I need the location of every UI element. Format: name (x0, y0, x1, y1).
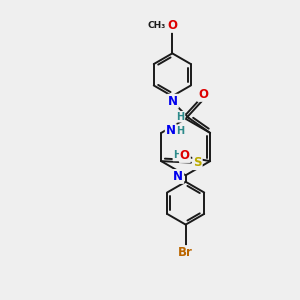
Text: O: O (198, 88, 208, 101)
Text: H: H (173, 151, 181, 160)
Text: H: H (176, 112, 184, 122)
Text: H: H (176, 125, 184, 136)
Text: CH₃: CH₃ (148, 21, 166, 30)
Text: N: N (166, 124, 176, 137)
Text: N: N (173, 170, 183, 183)
Text: N: N (168, 95, 178, 108)
Text: Br: Br (178, 246, 193, 259)
Text: S: S (193, 156, 202, 169)
Text: O: O (167, 19, 177, 32)
Text: O: O (180, 149, 190, 162)
